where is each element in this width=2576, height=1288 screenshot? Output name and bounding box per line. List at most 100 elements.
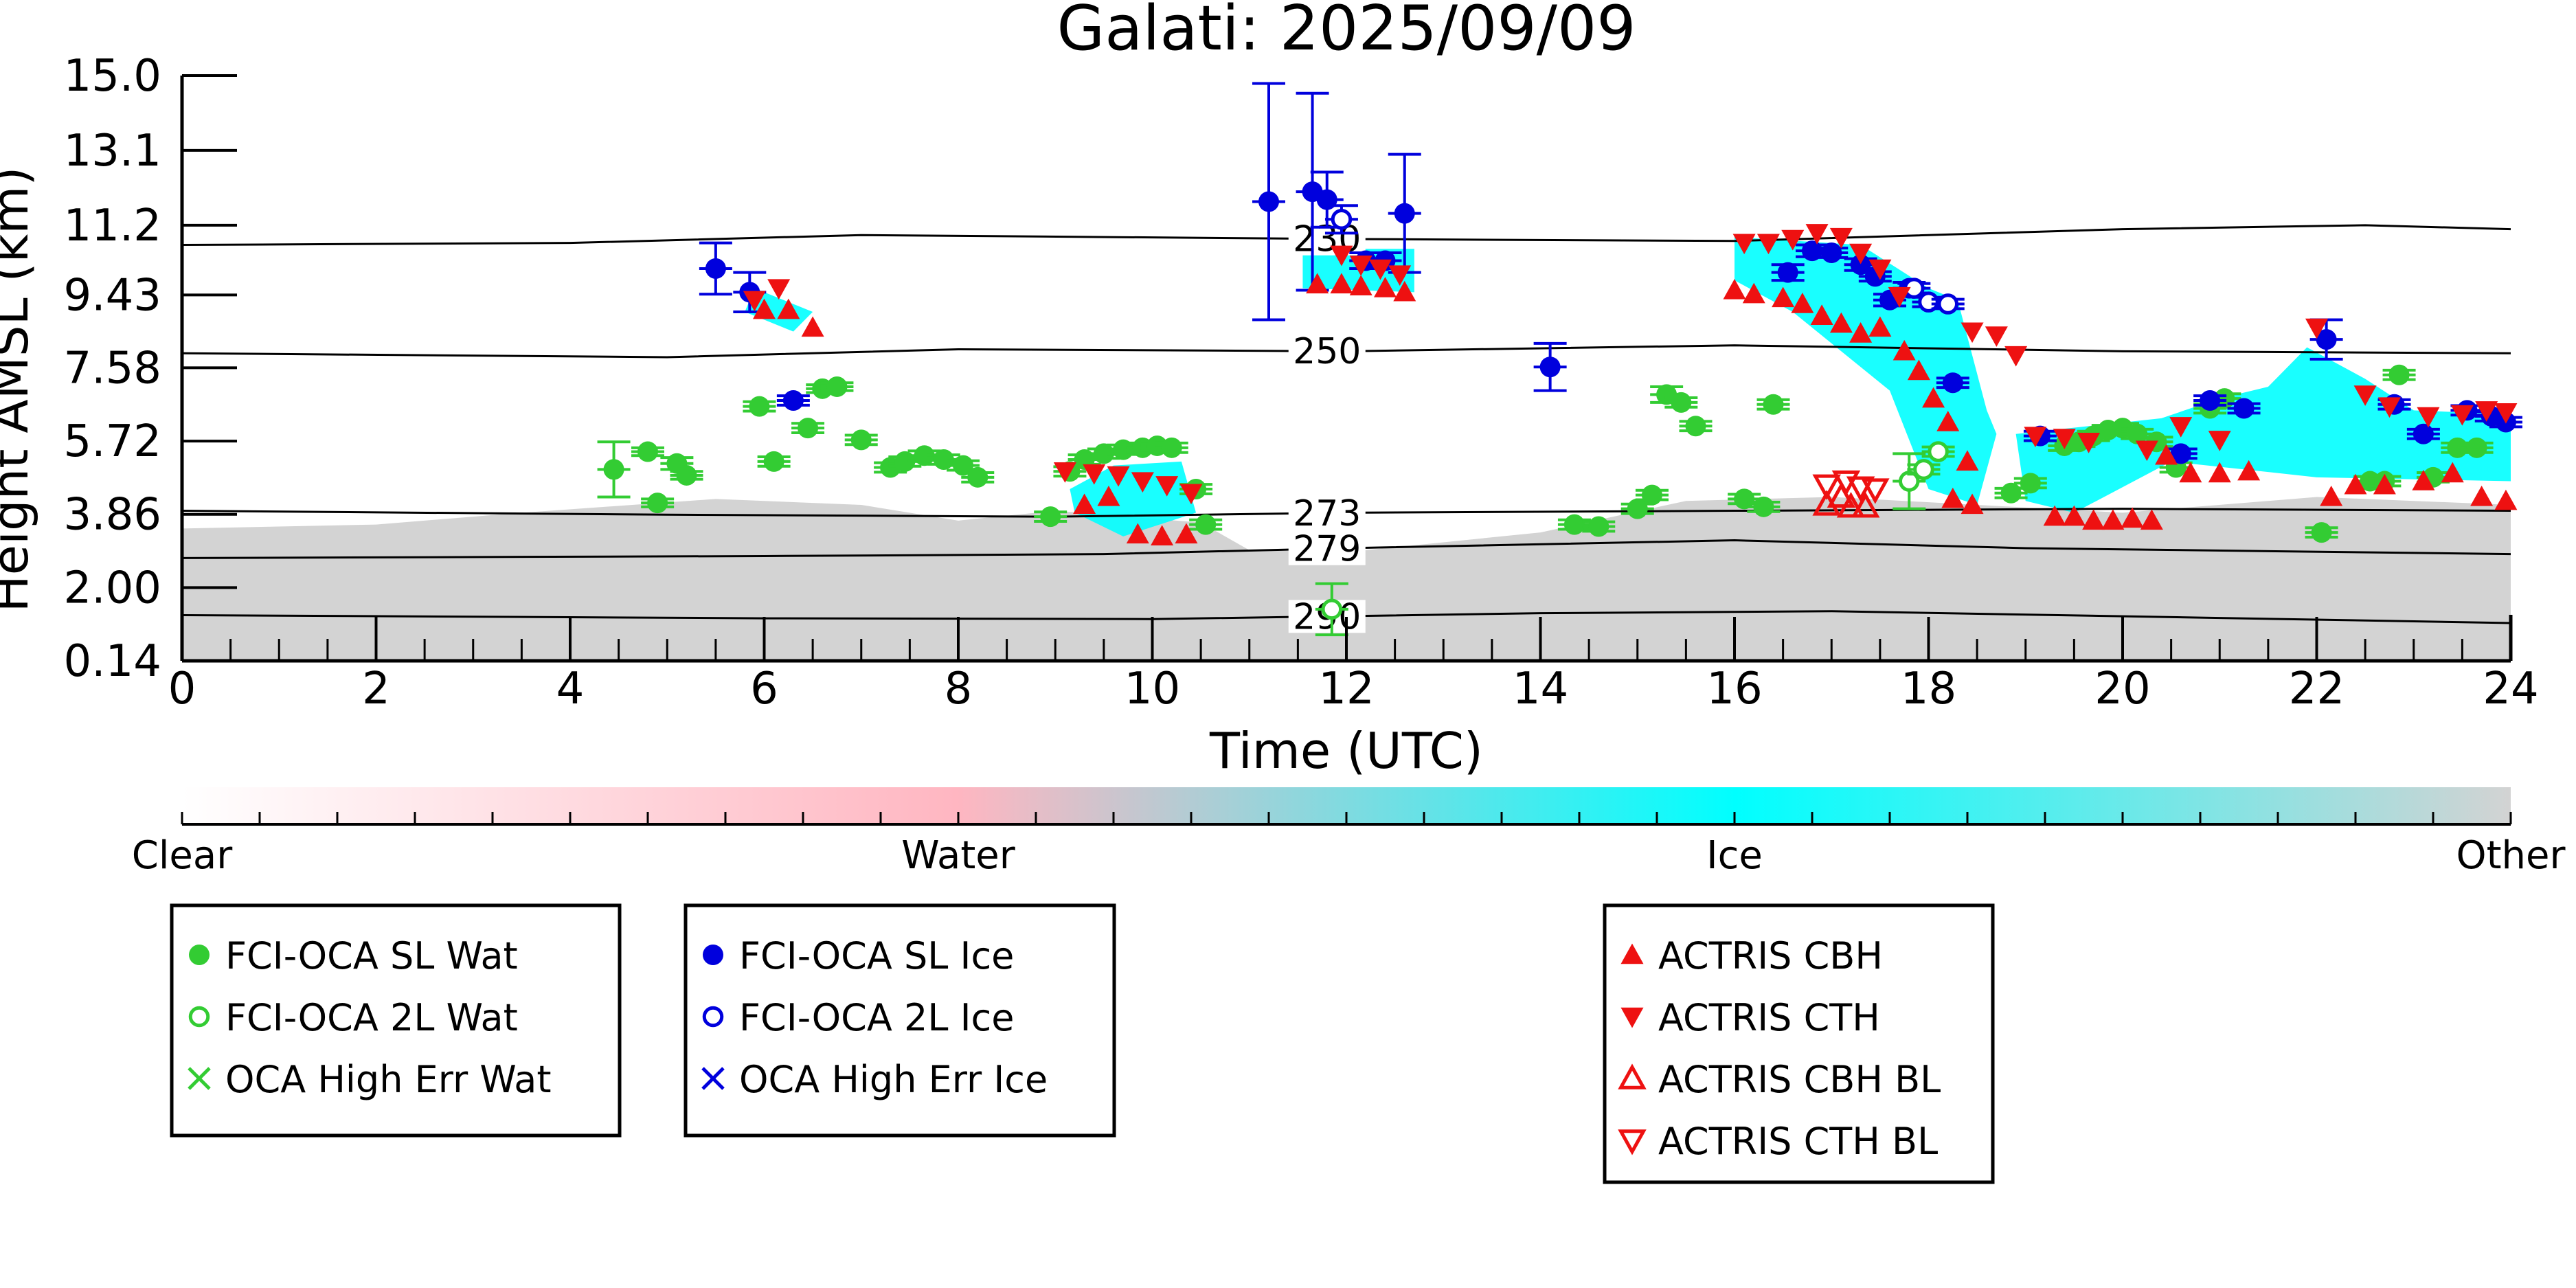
y-tick-label: 5.72 bbox=[64, 416, 162, 467]
x-tick-label: 22 bbox=[2289, 664, 2345, 714]
data-point bbox=[2004, 346, 2028, 367]
data-point bbox=[1107, 466, 1130, 487]
data-point bbox=[189, 945, 210, 965]
data-point bbox=[1349, 256, 1372, 276]
data-point bbox=[1829, 312, 1853, 333]
colorbar-label: Other bbox=[2456, 833, 2566, 878]
data-point bbox=[647, 493, 668, 514]
data-point bbox=[1627, 498, 1648, 519]
data-point bbox=[1812, 474, 1841, 500]
data-point bbox=[2475, 401, 2498, 422]
data-point bbox=[2320, 485, 2343, 506]
data-point bbox=[1179, 484, 1203, 505]
data-point bbox=[703, 945, 723, 965]
y-axis-label: Height AMSL (km) bbox=[0, 167, 39, 613]
data-point bbox=[1851, 492, 1880, 518]
legend-entry: ACTRIS CTH bbox=[1620, 996, 1880, 1039]
data-point bbox=[1620, 943, 1644, 964]
data-point bbox=[2353, 385, 2377, 406]
data-point bbox=[1258, 191, 1279, 212]
data-point bbox=[2127, 423, 2148, 444]
data-point bbox=[1763, 394, 1784, 415]
x-tick-label: 0 bbox=[168, 664, 196, 714]
data-point bbox=[637, 441, 658, 462]
data-point bbox=[1155, 476, 1179, 497]
data-point bbox=[1772, 286, 1795, 308]
data-point bbox=[2121, 507, 2144, 528]
data-point bbox=[2450, 405, 2474, 426]
data-point bbox=[2062, 505, 2086, 526]
data-point bbox=[2441, 462, 2464, 483]
data-point bbox=[1937, 293, 1958, 315]
data-point bbox=[2377, 397, 2401, 418]
y-tick-label: 7.58 bbox=[64, 343, 162, 394]
data-point bbox=[1802, 240, 1822, 262]
data-point bbox=[2470, 485, 2494, 506]
data-point bbox=[2155, 444, 2178, 465]
data-point bbox=[1330, 245, 1353, 267]
legend-entry: FCI-OCA SL Wat bbox=[189, 934, 518, 978]
data-point bbox=[749, 396, 770, 417]
x-tick-label: 20 bbox=[2094, 664, 2150, 714]
data-point bbox=[1791, 293, 1814, 313]
data-point bbox=[850, 429, 872, 451]
data-point bbox=[2179, 462, 2202, 483]
data-point bbox=[705, 258, 726, 279]
data-point bbox=[798, 418, 819, 439]
data-point bbox=[1868, 259, 1892, 280]
data-point bbox=[188, 1006, 210, 1028]
x-tick-label: 2 bbox=[362, 664, 390, 714]
data-point bbox=[1151, 525, 1174, 546]
data-point bbox=[1620, 1007, 1644, 1028]
series-fci-oca-sl-ice bbox=[699, 82, 2522, 464]
data-point bbox=[1040, 506, 1061, 528]
data-point bbox=[2316, 329, 2337, 350]
x-tick-label: 12 bbox=[1318, 664, 1374, 714]
data-point bbox=[1073, 493, 1096, 515]
legend-entry: FCI-OCA 2L Wat bbox=[188, 996, 518, 1039]
data-point bbox=[1942, 372, 1963, 394]
data-point bbox=[2413, 423, 2434, 444]
legend: FCI-OCA SL Wat FCI-OCA 2L Wat OCA High Err… bbox=[170, 903, 1995, 1184]
data-point bbox=[1753, 496, 1774, 517]
data-point bbox=[1805, 224, 1829, 245]
data-point bbox=[1321, 598, 1343, 620]
data-point bbox=[1349, 275, 1372, 295]
contour-line bbox=[181, 224, 2511, 247]
data-point bbox=[1742, 282, 1765, 304]
data-point bbox=[1846, 476, 1875, 502]
legend-label: FCI-OCA 2L Wat bbox=[225, 996, 518, 1039]
data-point bbox=[2311, 522, 2332, 543]
data-point bbox=[1734, 488, 1755, 510]
data-point bbox=[2082, 509, 2105, 530]
contour-label-bg bbox=[1288, 335, 1366, 368]
legend-entry: FCI-OCA 2L Ice bbox=[702, 996, 1014, 1039]
data-point bbox=[1810, 304, 1833, 325]
data-point bbox=[1849, 322, 1873, 343]
data-point bbox=[2140, 509, 2163, 530]
data-point bbox=[1913, 459, 1934, 480]
data-point bbox=[701, 1067, 725, 1090]
y-tick-label: 11.2 bbox=[64, 201, 162, 251]
y-tick-label: 2.00 bbox=[64, 563, 162, 613]
data-point bbox=[1781, 229, 1805, 251]
x-tick-label: 18 bbox=[1901, 664, 1956, 714]
y-tick-label: 0.14 bbox=[64, 636, 162, 687]
data-point bbox=[1868, 316, 1892, 337]
data-point bbox=[1829, 227, 1853, 249]
data-point bbox=[2024, 427, 2047, 448]
data-point bbox=[1053, 462, 1076, 483]
data-point bbox=[1936, 411, 1960, 431]
x-stroke bbox=[188, 1067, 211, 1090]
data-point bbox=[1907, 359, 1930, 381]
data-point bbox=[603, 459, 624, 480]
data-point bbox=[1306, 273, 1329, 294]
data-point bbox=[2373, 473, 2396, 495]
legend-label: ACTRIS CBH bbox=[1658, 934, 1883, 978]
chart-title: Galati: 2025/09/09 bbox=[1057, 0, 1636, 65]
x-tick-label: 24 bbox=[2483, 664, 2538, 714]
data-point bbox=[1723, 278, 1746, 300]
contour-label-bg bbox=[1288, 532, 1366, 565]
y-tick-label: 3.86 bbox=[64, 490, 162, 541]
data-point bbox=[1331, 209, 1353, 230]
